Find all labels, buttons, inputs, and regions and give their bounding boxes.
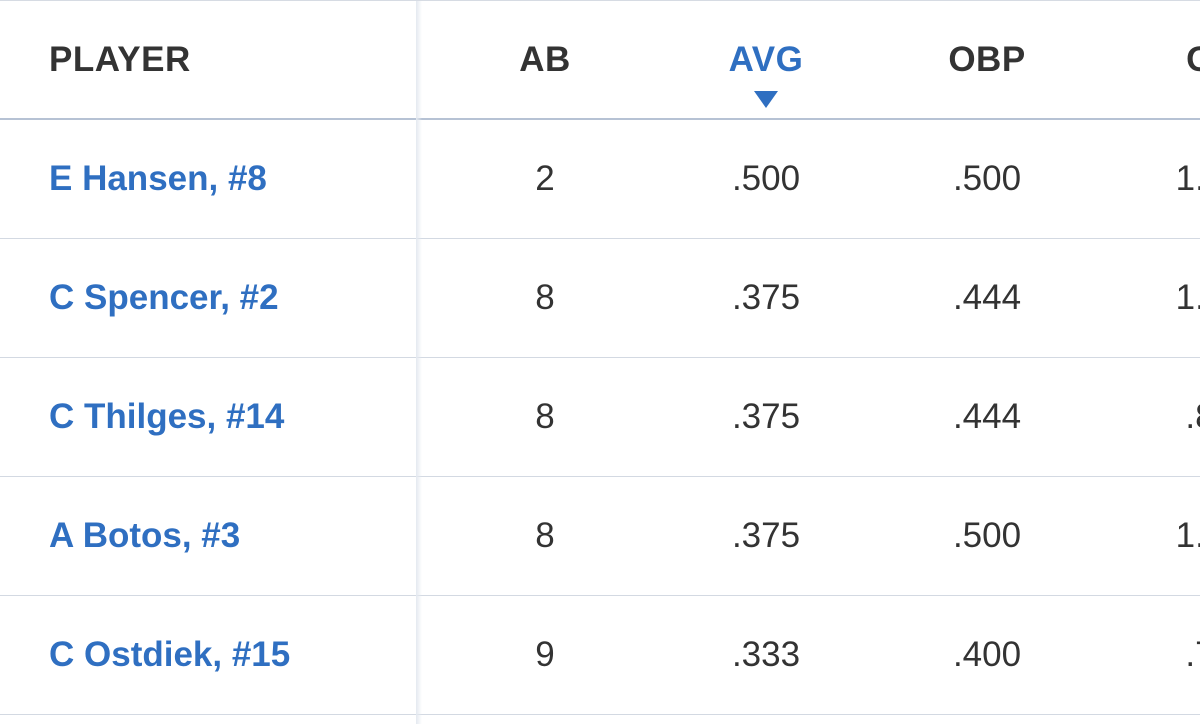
player-row: C Thilges, #14 8 .375 .444 .8	[0, 358, 1200, 477]
player-row: E Hansen, #8 2 .500 .500 1.0	[0, 120, 1200, 239]
stat-cell: 8	[535, 278, 555, 317]
stat-cell: .400	[952, 635, 1022, 674]
stat-cell: 9	[535, 635, 555, 674]
player-link[interactable]: E Hansen, #8	[49, 159, 267, 198]
stat-cell: .7	[1185, 635, 1200, 674]
player-link[interactable]: A Botos, #3	[49, 516, 241, 555]
player-link[interactable]: C Ostdiek, #15	[49, 635, 291, 674]
stat-cell: .500	[731, 159, 801, 198]
stat-cell: .375	[731, 397, 801, 436]
player-link[interactable]: C Spencer, #2	[49, 278, 279, 317]
column-header[interactable]: AB	[519, 39, 571, 79]
stat-cell: .333	[731, 635, 801, 674]
stat-cell: .8	[1185, 397, 1200, 436]
stat-cell: 1.0	[1175, 516, 1200, 555]
stat-cell: .444	[952, 397, 1022, 436]
header-row: PLAYER AB AVG OBP O	[0, 1, 1200, 120]
stat-cell: .375	[731, 278, 801, 317]
player-row: C Ostdiek, #15 9 .333 .400 .7	[0, 596, 1200, 715]
stat-cell: 8	[535, 516, 555, 555]
sort-indicator	[754, 91, 778, 108]
column-header[interactable]: O	[1100, 1, 1200, 118]
column-divider	[416, 1, 422, 724]
stat-cell: 1.0	[1175, 159, 1200, 198]
stat-cell: .500	[952, 159, 1022, 198]
player-row: A Botos, #3 8 .375 .500 1.0	[0, 477, 1200, 596]
player-row: C Spencer, #2 8 .375 .444 1.0	[0, 239, 1200, 358]
column-header[interactable]: AVG	[728, 39, 804, 79]
stat-cell: 1.0	[1175, 278, 1200, 317]
stat-cell: .500	[952, 516, 1022, 555]
stat-cell: 2	[535, 159, 555, 198]
player-link[interactable]: C Thilges, #14	[49, 397, 285, 436]
stat-cell: .444	[952, 278, 1022, 317]
stat-cell: .375	[731, 516, 801, 555]
column-header[interactable]: OBP	[948, 39, 1026, 79]
stat-cell: 8	[535, 397, 555, 436]
column-header[interactable]: PLAYER	[49, 39, 191, 79]
